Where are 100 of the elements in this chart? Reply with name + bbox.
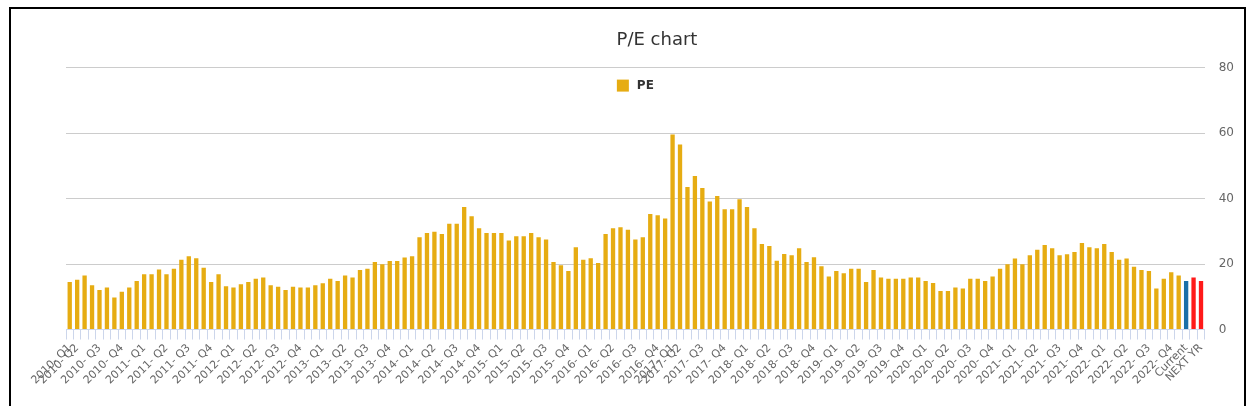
bar xyxy=(1012,258,1018,330)
bar xyxy=(655,215,660,330)
bar xyxy=(1198,281,1204,330)
bar xyxy=(551,262,556,330)
bar xyxy=(1020,264,1025,330)
bar xyxy=(558,265,564,330)
bar xyxy=(521,236,526,330)
bar xyxy=(849,268,854,330)
bar xyxy=(223,286,229,330)
bar xyxy=(134,281,139,330)
bar xyxy=(1087,247,1092,330)
bar xyxy=(395,261,400,330)
bar xyxy=(938,290,943,330)
bar xyxy=(253,278,258,330)
bar xyxy=(186,256,191,330)
bar xyxy=(990,276,995,330)
bar xyxy=(357,269,363,330)
bar xyxy=(454,223,459,330)
bar xyxy=(700,188,705,330)
bar xyxy=(1176,275,1181,330)
bar xyxy=(127,287,132,330)
bar xyxy=(1057,255,1062,330)
bar xyxy=(499,232,504,330)
bar xyxy=(715,195,720,330)
bar xyxy=(603,233,608,330)
bar xyxy=(960,288,965,330)
bar xyxy=(826,276,832,330)
bar xyxy=(462,207,467,330)
bar xyxy=(335,281,340,330)
bar xyxy=(1094,248,1099,330)
bar xyxy=(543,239,549,330)
bar xyxy=(1169,272,1174,330)
bar xyxy=(1154,288,1159,330)
bar xyxy=(1109,251,1114,330)
bar xyxy=(752,228,757,330)
bar xyxy=(409,256,415,330)
bar xyxy=(945,290,951,330)
bar xyxy=(923,281,928,330)
bar xyxy=(633,239,638,330)
bar xyxy=(983,281,988,330)
bar xyxy=(692,175,698,330)
y-tick-label: 40 xyxy=(1218,190,1235,205)
bar xyxy=(908,277,913,330)
bar xyxy=(320,283,325,330)
bar xyxy=(588,258,593,330)
bar xyxy=(156,269,162,330)
bar xyxy=(953,287,958,330)
bar xyxy=(350,277,355,330)
bar xyxy=(1050,248,1055,330)
bar xyxy=(261,277,266,330)
bar xyxy=(685,187,690,330)
bar xyxy=(372,262,378,330)
bar xyxy=(968,278,973,330)
y-tick-label: 0 xyxy=(1218,321,1227,336)
bar xyxy=(573,247,578,330)
bar xyxy=(640,237,645,330)
bar xyxy=(729,209,735,330)
bar xyxy=(424,232,430,330)
bar xyxy=(164,274,169,330)
bar xyxy=(625,229,631,330)
bar xyxy=(737,199,742,330)
bar xyxy=(1124,258,1129,330)
bar xyxy=(1191,277,1196,330)
bar xyxy=(595,263,601,330)
bar xyxy=(804,262,809,330)
bar xyxy=(566,270,571,330)
bar xyxy=(581,259,586,330)
bar xyxy=(841,273,846,330)
bar xyxy=(290,286,296,330)
bar xyxy=(618,227,623,330)
bar xyxy=(536,237,541,330)
bar xyxy=(305,287,311,330)
bar xyxy=(677,144,683,330)
bar xyxy=(819,266,824,330)
bar xyxy=(1005,264,1010,330)
bar xyxy=(469,216,474,330)
bar xyxy=(171,268,177,330)
bar xyxy=(856,268,861,330)
bar xyxy=(112,297,117,330)
bar xyxy=(402,257,407,330)
bar xyxy=(484,232,489,330)
bar xyxy=(313,285,318,330)
bar xyxy=(246,282,251,330)
bar xyxy=(863,282,869,330)
bar xyxy=(648,213,653,330)
y-tick-label: 60 xyxy=(1218,125,1235,140)
bar xyxy=(975,278,980,330)
bar xyxy=(380,264,385,330)
y-tick-label: 20 xyxy=(1218,256,1235,271)
bar xyxy=(1102,244,1107,330)
bar xyxy=(1146,270,1152,330)
bar xyxy=(722,209,727,330)
chart-title: P/E chart xyxy=(616,28,698,50)
bar xyxy=(744,207,750,330)
bar xyxy=(75,279,80,330)
bar xyxy=(1161,278,1166,330)
bar xyxy=(662,218,668,330)
bar xyxy=(1131,266,1137,330)
bar xyxy=(871,269,876,330)
bar xyxy=(782,253,787,330)
